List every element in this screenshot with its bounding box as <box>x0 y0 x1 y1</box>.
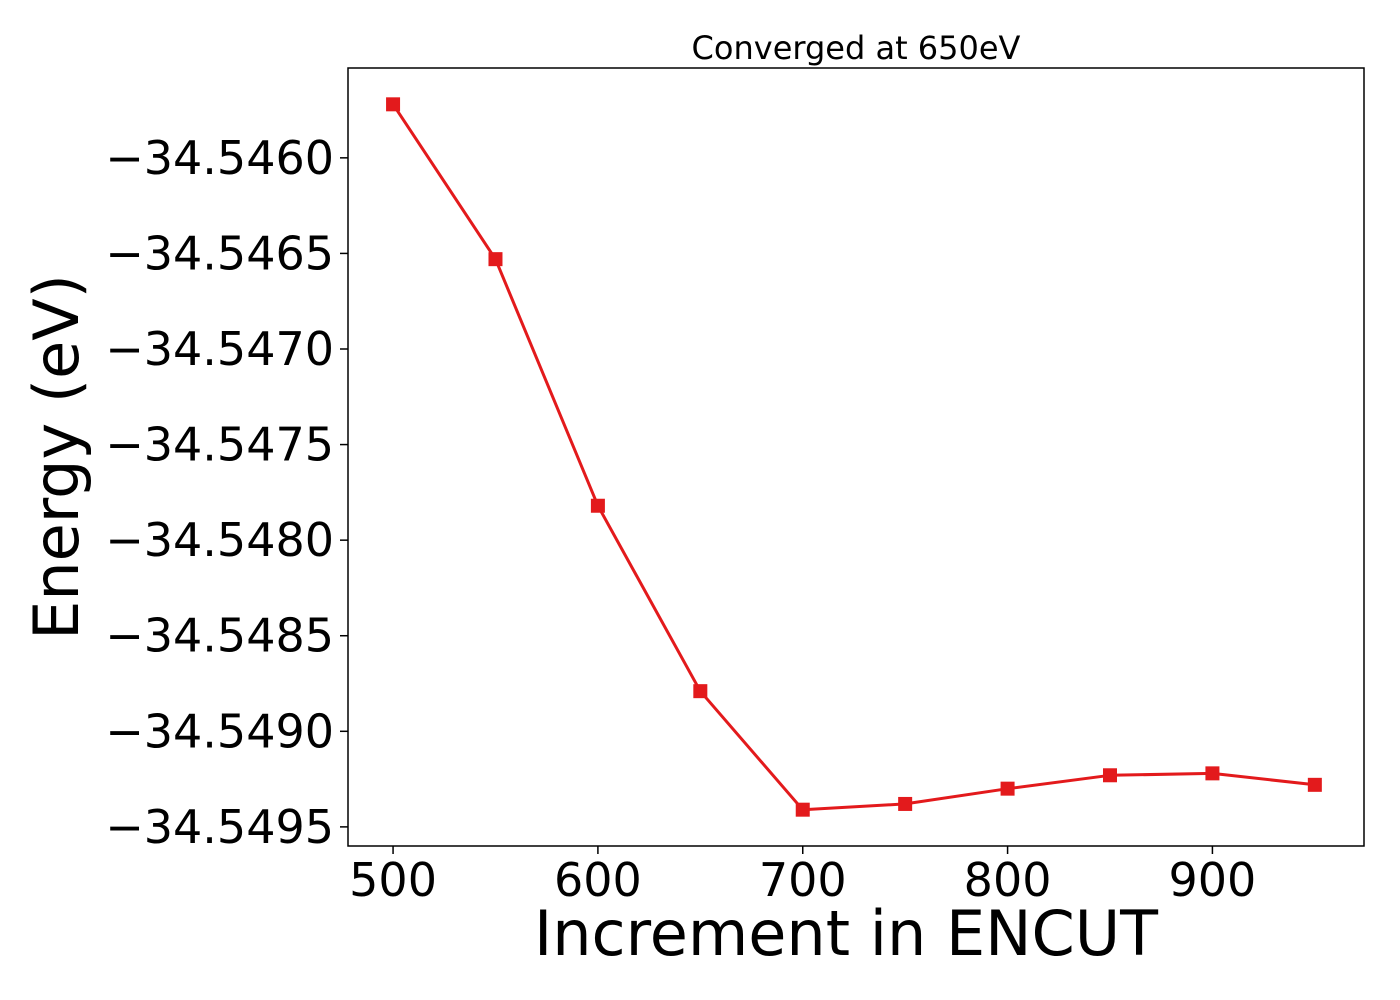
x-tick-label: 700 <box>759 853 847 907</box>
y-tick-label: −34.5470 <box>105 322 334 376</box>
y-tick-label: −34.5495 <box>105 800 334 854</box>
y-tick-label: −34.5490 <box>105 704 334 758</box>
series-layer <box>386 97 1322 817</box>
x-axis-title: Increment in ENCUT <box>534 897 1159 970</box>
y-tick-label: −34.5475 <box>105 418 334 472</box>
x-tick-label: 600 <box>554 853 642 907</box>
x-axis-ticks: 500 600 700 800 900 <box>349 846 1256 907</box>
data-point <box>898 796 913 811</box>
plot-frame <box>347 67 1365 847</box>
data-point <box>693 684 708 699</box>
data-point <box>1205 766 1220 781</box>
data-point <box>488 252 503 267</box>
data-point <box>590 498 605 513</box>
data-point <box>1103 768 1117 783</box>
data-point <box>386 97 401 112</box>
x-tick-label: 800 <box>964 853 1052 907</box>
series-line <box>391 103 1315 812</box>
y-axis-title: Energy (eV) <box>20 274 93 640</box>
chart-title: Converged at 650eV <box>692 29 1021 67</box>
x-tick-label: 900 <box>1169 853 1257 907</box>
y-tick-label: −34.5485 <box>105 609 334 663</box>
y-axis-ticks: −34.5460 −34.5465 −34.5470 −34.5475 −34.5480… <box>105 131 348 854</box>
x-tick-label: 500 <box>349 853 437 907</box>
data-point <box>795 802 810 817</box>
y-tick-label: −34.5465 <box>105 226 334 280</box>
data-point <box>1307 777 1322 792</box>
y-tick-label: −34.5480 <box>105 513 334 567</box>
data-point <box>1000 781 1015 796</box>
y-tick-label: −34.5460 <box>105 131 334 185</box>
